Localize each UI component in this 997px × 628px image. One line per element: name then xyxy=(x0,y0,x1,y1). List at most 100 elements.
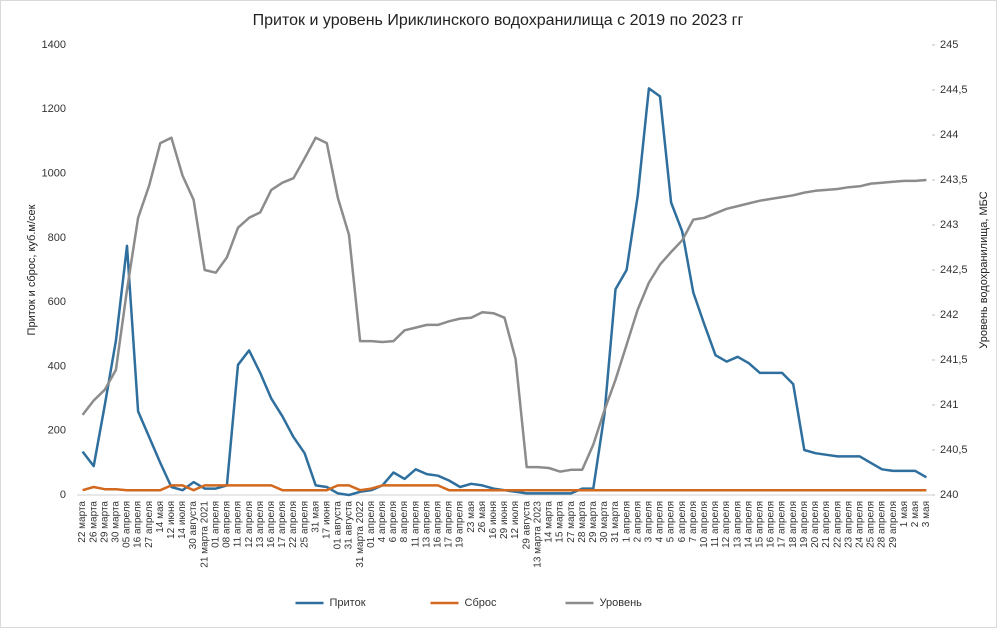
x-tick-label: 14 апреля xyxy=(743,501,754,548)
x-tick-label: 12 июля xyxy=(510,501,521,539)
x-tick-label: 16 апреля xyxy=(766,501,777,548)
x-tick-label: 13 марта 2023 xyxy=(532,501,543,568)
x-tick-label: 14 мая xyxy=(155,501,166,533)
x-tick-label: 01 апреля xyxy=(366,501,377,548)
x-tick-label: 15 апреля xyxy=(755,501,766,548)
x-tick-label: 01 августа xyxy=(333,501,344,550)
x-tick-label: 21 марта 2021 xyxy=(199,501,210,568)
y-tick-label: 200 xyxy=(48,425,66,437)
x-tick-label: 31 марта xyxy=(610,501,621,543)
x-tick-label: 29 июня xyxy=(499,501,510,539)
y2-axis-title: Уровень водохранилища, МБС xyxy=(978,191,990,348)
x-tick-label: 19 апреля xyxy=(799,501,810,548)
x-tick-label: 01 апреля xyxy=(210,501,221,548)
x-tick-label: 27 апреля xyxy=(144,501,155,548)
x-tick-label: 30 марта xyxy=(599,501,610,543)
y2-tick-label: 243 xyxy=(940,219,958,231)
x-tick-label: 30 августа xyxy=(188,501,199,550)
y-tick-label: 400 xyxy=(48,360,66,372)
x-tick-label: 27 марта xyxy=(566,501,577,543)
x-tick-label: 18 апреля xyxy=(788,501,799,548)
x-tick-label: 13 апреля xyxy=(732,501,743,548)
x-tick-label: 12 апреля xyxy=(721,501,732,548)
x-tick-label: 26 марта xyxy=(88,501,99,543)
x-tick-label: 14 июля xyxy=(177,501,188,539)
x-tick-label: 8 апреля xyxy=(399,501,410,542)
x-tick-label: 17 апреля xyxy=(277,501,288,548)
x-tick-label: 17 апреля xyxy=(444,501,455,548)
x-tick-label: 25 апреля xyxy=(299,501,310,548)
x-tick-label: 19 апреля xyxy=(455,501,466,548)
x-tick-label: 10 апреля xyxy=(699,501,710,548)
y2-tick-label: 240,5 xyxy=(940,444,968,456)
x-tick-label: 23 мая xyxy=(466,501,477,533)
x-tick-label: 24 апреля xyxy=(854,501,865,548)
x-tick-label: 29 апреля xyxy=(888,501,899,548)
x-tick-label: 31 мая xyxy=(310,501,321,533)
x-tick-label: 08 апреля xyxy=(222,501,233,548)
y2-tick-label: 244 xyxy=(940,129,958,141)
x-tick-label: 23 апреля xyxy=(843,501,854,548)
y-tick-label: 1200 xyxy=(42,103,66,115)
x-tick-label: 4 апреля xyxy=(377,501,388,542)
x-tick-label: 14 марта xyxy=(544,501,555,543)
x-tick-label: 22 апреля xyxy=(832,501,843,548)
x-tick-label: 16 июня xyxy=(488,501,499,539)
y2-tick-label: 241,5 xyxy=(940,354,968,366)
y2-tick-label: 244,5 xyxy=(940,84,968,96)
y2-tick-label: 242,5 xyxy=(940,264,968,276)
y2-tick-label: 242 xyxy=(940,309,958,321)
x-tick-label: 25 апреля xyxy=(866,501,877,548)
x-tick-label: 16 апреля xyxy=(433,501,444,548)
x-tick-label: 20 апреля xyxy=(810,501,821,548)
x-tick-label: 05 апреля xyxy=(122,501,133,548)
y-tick-label: 800 xyxy=(48,232,66,244)
chart-title: Приток и уровень Ириклинского водохранил… xyxy=(253,12,744,29)
x-tick-label: 22 марта xyxy=(77,501,88,543)
x-tick-label: 11 апреля xyxy=(410,501,421,547)
x-tick-label: 30 марта xyxy=(111,501,122,543)
x-tick-label: 6 апреля xyxy=(388,501,399,542)
y2-tick-label: 243,5 xyxy=(940,174,968,186)
y2-tick-label: 240 xyxy=(940,489,958,501)
x-tick-label: 21 апреля xyxy=(821,501,832,548)
y2-tick-label: 245 xyxy=(940,39,958,51)
series-line xyxy=(82,484,927,492)
x-tick-label: 29 марта xyxy=(588,501,599,543)
y-tick-label: 600 xyxy=(48,296,66,308)
x-tick-label: 29 марта xyxy=(99,501,110,543)
legend-label: Сброс xyxy=(465,597,497,609)
y-tick-label: 1000 xyxy=(42,167,66,179)
x-tick-label: 16 апреля xyxy=(133,501,144,548)
x-tick-label: 4 апреля xyxy=(655,501,666,542)
x-tick-label: 17 апреля xyxy=(777,501,788,548)
x-tick-label: 16 апреля xyxy=(266,501,277,548)
series-line xyxy=(81,136,927,473)
x-tick-label: 13 апреля xyxy=(421,501,432,548)
x-tick-label: 1 апреля xyxy=(621,501,632,542)
x-tick-label: 12 апреля xyxy=(244,501,255,548)
x-tick-label: 28 апреля xyxy=(877,501,888,548)
x-tick-label: 15 марта xyxy=(555,501,566,543)
x-tick-label: 6 апреля xyxy=(677,501,688,542)
x-tick-label: 29 августа xyxy=(521,501,532,550)
x-tick-label: 28 марта xyxy=(577,501,588,543)
y-axis-title: Приток и сброс, куб.м/сек xyxy=(26,204,38,335)
x-tick-label: 2 апреля xyxy=(632,501,643,542)
y2-tick-label: 241 xyxy=(940,399,958,411)
y-tick-label: 1400 xyxy=(42,39,66,51)
x-tick-label: 1 мая xyxy=(899,501,910,527)
x-tick-label: 12 июня xyxy=(166,501,177,539)
x-tick-label: 11 апреля xyxy=(710,501,721,547)
x-tick-label: 26 мая xyxy=(477,501,488,533)
x-tick-label: 22 апреля xyxy=(288,501,299,548)
y-tick-label: 0 xyxy=(60,489,66,501)
legend-label: Уровень xyxy=(600,597,643,609)
x-tick-label: 7 апреля xyxy=(688,501,699,542)
x-tick-label: 13 апреля xyxy=(255,501,266,548)
legend-label: Приток xyxy=(330,597,366,609)
x-tick-label: 3 мая xyxy=(921,501,932,527)
x-tick-label: 31 марта 2022 xyxy=(355,501,366,568)
x-tick-label: 11 апреля xyxy=(233,501,244,547)
